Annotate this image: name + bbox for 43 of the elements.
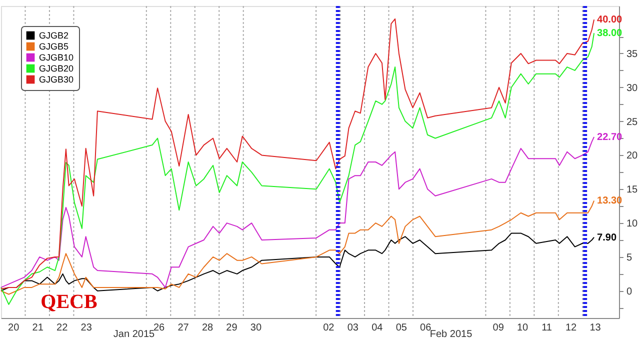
text: Jan 2015 [113, 329, 156, 340]
y-tick-label: 25 [626, 116, 638, 128]
x-tick-label: 06 [420, 322, 432, 334]
line-series [0, 232, 595, 292]
data-label: 22.70 [597, 132, 623, 143]
x-tick-label: 20 [8, 322, 20, 334]
x-tick-label: 09 [492, 322, 504, 334]
x-tick-label: 29 [226, 322, 238, 334]
x-tick-label: 13 [590, 322, 602, 334]
data-label: 13.30 [597, 196, 623, 207]
x-tick-label: 05 [396, 322, 408, 334]
y-tick-label: 10 [626, 218, 638, 230]
x-tick-label: 12 [565, 322, 578, 334]
y-tick-label: 35 [626, 48, 638, 60]
x-tick-label: 11 [542, 322, 552, 334]
x-tick-label: 21 [32, 322, 44, 334]
legend-label: GJGB10 [39, 52, 74, 62]
y-tick-label: 15 [626, 184, 638, 196]
x-tick-label: 22 [56, 322, 68, 334]
x-tick-label: 23 [80, 322, 92, 334]
data-label: 40.00 [597, 14, 623, 26]
y-tick-label: 20 [626, 150, 638, 162]
x-tick-label: 30 [250, 322, 262, 334]
data-label: 7.90 [597, 232, 617, 244]
y-tick-label: 30 [626, 82, 638, 94]
data-label: 38.00 [597, 28, 623, 40]
x-tick-label: 04 [372, 322, 384, 334]
line-series [0, 136, 595, 288]
x-tick-label: 26 [153, 322, 166, 334]
line-series [0, 200, 595, 295]
x-tick-label: 27 [178, 322, 190, 334]
annotation: QECB [40, 291, 98, 313]
y-tick-label: 0 [626, 286, 632, 298]
x-tick-label: 03 [347, 322, 359, 334]
x-tick-label: 28 [202, 322, 214, 334]
legend-label: GJGB20 [39, 64, 74, 74]
legend-label: GJGB30 [39, 74, 74, 84]
legend-label: GJGB2 [39, 30, 69, 40]
legend-label: GJGB5 [39, 42, 69, 52]
x-tick-label: 02 [323, 322, 335, 334]
text: Feb 2015 [430, 329, 473, 340]
x-tick-label: 10 [516, 322, 529, 334]
y-tick-label: 5 [626, 252, 632, 264]
